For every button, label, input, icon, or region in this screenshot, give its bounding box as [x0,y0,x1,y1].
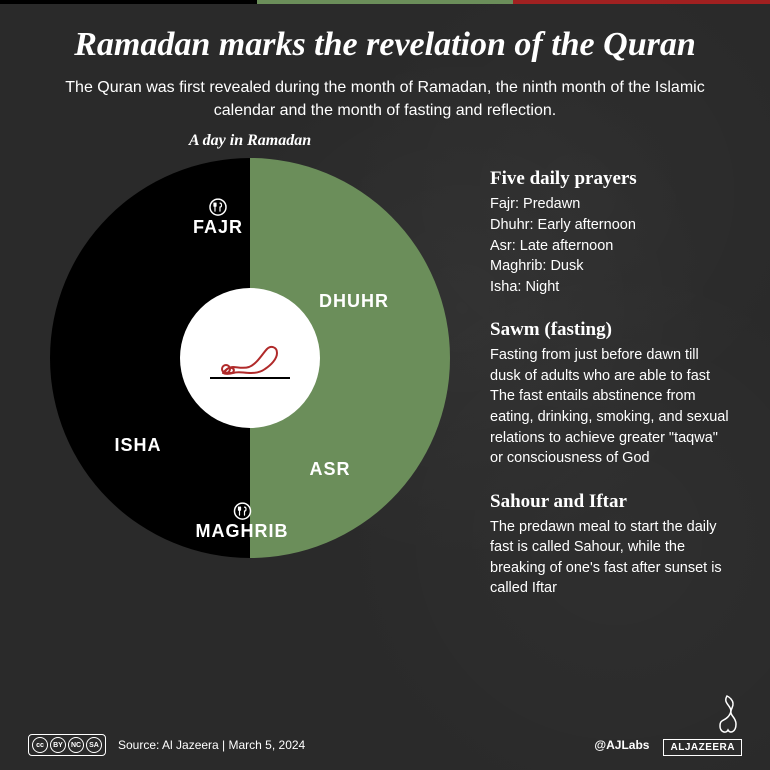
footer-right: @AJLabs ALJAZEERA [594,694,742,756]
side-line: Fasting from just before dawn till dusk … [490,345,730,386]
cc-badge: NC [68,737,84,753]
side-section: Sawm (fasting) Fasting from just before d… [490,319,730,468]
side-section: Five daily prayers Fajr: PredawnDhuhr: Ea… [490,168,730,297]
ajlabs-handle: @AJLabs [594,738,649,752]
prayer-label-maghrib: MAGHRIB [196,502,289,542]
aljazeera-logo-block: ALJAZEERA [663,694,742,756]
footer: ccBYNCSA Source: Al Jazeera | March 5, 2… [0,684,770,770]
side-heading: Sawm (fasting) [490,319,730,341]
prayer-label-dhuhr: DHUHR [319,292,389,312]
day-cycle-chart: FAJR DHUHR ASR MAGHRIB ISHA [50,158,450,558]
side-line: Asr: Late afternoon [490,236,730,257]
cc-license-badges: ccBYNCSA [28,734,106,756]
footer-left: ccBYNCSA Source: Al Jazeera | March 5, 2… [28,734,305,756]
prayer-label-fajr: FAJR [193,198,243,238]
side-panel: Five daily prayers Fajr: PredawnDhuhr: Ea… [490,132,730,621]
aljazeera-flame-icon [712,694,742,734]
ground-line [210,377,290,379]
prayer-label-asr: ASR [309,460,350,480]
side-line: Maghrib: Dusk [490,256,730,277]
chart-column: A day in Ramadan FAJR DHUHR ASR MAGHRIB ISHA [40,132,460,621]
sujood-icon [215,337,285,377]
side-line: Fajr: Predawn [490,194,730,215]
center-circle [180,288,320,428]
side-heading: Sahour and Iftar [490,491,730,513]
cc-badge: BY [50,737,66,753]
cc-badge: SA [86,737,102,753]
side-section: Sahour and Iftar The predawn meal to star… [490,491,730,599]
source-label: Source: Al Jazeera | March 5, 2024 [118,738,305,752]
side-heading: Five daily prayers [490,168,730,190]
page-subtitle: The Quran was first revealed during the … [55,76,715,122]
main-row: A day in Ramadan FAJR DHUHR ASR MAGHRIB ISHA… [40,132,730,621]
side-line: Dhuhr: Early afternoon [490,215,730,236]
side-line: Isha: Night [490,277,730,298]
chart-title: A day in Ramadan [40,132,460,150]
prayer-label-isha: ISHA [114,436,161,456]
side-line: The predawn meal to start the daily fast… [490,517,730,599]
side-line: The fast entails abstinence from eating,… [490,386,730,468]
cc-badge: cc [32,737,48,753]
page-title: Ramadan marks the revelation of the Qura… [40,26,730,64]
aljazeera-wordmark: ALJAZEERA [663,739,742,756]
